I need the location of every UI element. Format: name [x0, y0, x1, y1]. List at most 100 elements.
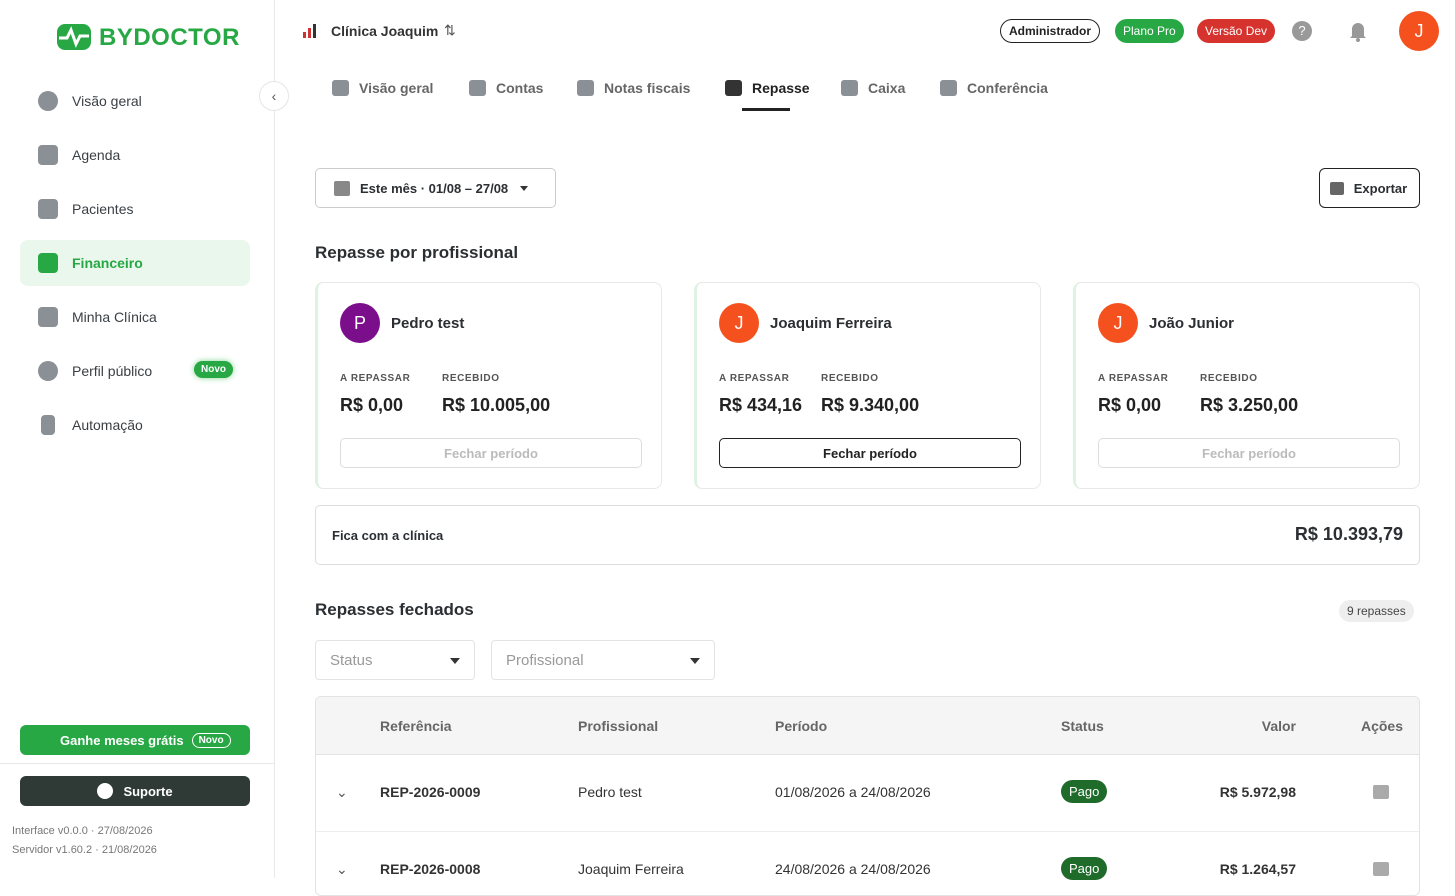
- period: 01/08/2026 a 24/08/2026: [775, 784, 931, 800]
- column-header: Ações: [1360, 718, 1403, 734]
- clinic-logo: [303, 24, 316, 38]
- tab[interactable]: Visão geral: [332, 80, 433, 96]
- whatsapp-icon: [97, 783, 114, 799]
- period-picker[interactable]: Este mês · 01/08 – 27/08: [315, 168, 556, 208]
- nav-item[interactable]: Automação: [20, 402, 250, 448]
- close-period-button[interactable]: Fechar período: [1098, 438, 1400, 468]
- collapse-button[interactable]: ‹: [259, 81, 289, 111]
- tab[interactable]: Repasse: [725, 80, 810, 96]
- logo: BYDOCTOR: [99, 24, 240, 51]
- nav-label: Automação: [72, 417, 143, 433]
- version: Interface v0.0.0 · 27/08/2026: [12, 825, 153, 837]
- version-badge: Versão Dev: [1197, 19, 1276, 43]
- nav-label: Minha Clínica: [72, 309, 157, 325]
- professional-name: João Junior: [1149, 315, 1235, 332]
- column-header: Valor: [1261, 718, 1296, 734]
- column-header: Período: [775, 718, 828, 734]
- reference: REP-2026-0009: [380, 784, 481, 800]
- support-button[interactable]: Suporte: [20, 776, 250, 806]
- tab[interactable]: Notas fiscais: [577, 80, 690, 96]
- nav-label: Perfil público: [72, 363, 153, 379]
- label: A REPASSAR: [719, 373, 790, 384]
- divider: [0, 763, 274, 764]
- caret: [520, 186, 529, 195]
- nav-item[interactable]: Perfil público Novo: [20, 348, 250, 394]
- filter-label: Profissional: [506, 651, 584, 669]
- professional-filter[interactable]: Profissional: [491, 640, 715, 680]
- tab-label: Visão geral: [359, 80, 434, 96]
- tab-label: Conferência: [967, 80, 1048, 96]
- status-filter[interactable]: Status: [315, 640, 475, 680]
- count-badge: 9 repasses: [1339, 600, 1414, 622]
- nav-item[interactable]: Financeiro: [20, 240, 250, 286]
- switch-icon[interactable]: ⇅: [444, 22, 456, 38]
- tab-label: Repasse: [752, 80, 810, 96]
- professional-card: J Joaquim Ferreira A REPASSAR RECEBIDO R…: [694, 282, 1041, 489]
- user-avatar[interactable]: J: [1399, 11, 1439, 51]
- filter-label: Status: [330, 651, 373, 669]
- status-pill: Pago: [1061, 857, 1108, 880]
- clinic-name[interactable]: Clínica Joaquim: [331, 23, 439, 39]
- download-icon[interactable]: [1373, 862, 1389, 876]
- close-period-button[interactable]: Fechar período: [340, 438, 642, 468]
- column-header: Profissional: [578, 718, 659, 734]
- sidebar: BYDOCTOR Visão geral Agenda Pacientes Fi…: [0, 0, 289, 878]
- export-button[interactable]: Exportar: [1319, 168, 1420, 208]
- logo-icon: [57, 24, 91, 50]
- period: 24/08/2026 a 24/08/2026: [775, 861, 931, 877]
- help-icon[interactable]: ?: [1292, 21, 1312, 41]
- to-pay-value: R$ 0,00: [340, 395, 404, 415]
- expand-chevron[interactable]: ⌄: [336, 784, 348, 800]
- amount: R$ 5.972,98: [1219, 784, 1296, 800]
- nav-item[interactable]: Pacientes: [20, 186, 250, 232]
- amount: R$ 1.264,57: [1219, 861, 1296, 877]
- nav-item[interactable]: Minha Clínica: [20, 294, 250, 340]
- tab[interactable]: Caixa: [841, 80, 905, 96]
- export-label: Exportar: [1353, 180, 1408, 196]
- nav-label: Visão geral: [72, 93, 142, 109]
- bell-icon[interactable]: [1348, 20, 1368, 42]
- professional: Pedro test: [578, 784, 642, 800]
- close-period-button[interactable]: Fechar período: [719, 438, 1021, 468]
- professional: Joaquim Ferreira: [578, 861, 684, 877]
- row-divider: [316, 831, 1419, 832]
- tab-label: Contas: [496, 80, 544, 96]
- tab[interactable]: Conferência: [940, 80, 1048, 96]
- tab-label: Notas fiscais: [604, 80, 691, 96]
- version: Servidor v1.60.2 · 21/08/2026: [12, 844, 157, 856]
- tab[interactable]: Contas: [469, 80, 543, 96]
- reference: REP-2026-0008: [380, 861, 481, 877]
- professional-name: Pedro test: [391, 315, 465, 332]
- section-title: Repasse por profissional: [315, 243, 519, 262]
- label: A REPASSAR: [340, 373, 411, 384]
- nav-label: Pacientes: [72, 201, 134, 217]
- professional-card: P Pedro test A REPASSAR RECEBIDO R$ 0,00…: [315, 282, 662, 489]
- clinic-share-label: Fica com a clínica: [332, 528, 444, 543]
- table: [315, 696, 1420, 896]
- promo-button[interactable]: Ganhe meses grátis Novo: [20, 725, 250, 755]
- avatar: J: [719, 303, 759, 343]
- label: RECEBIDO: [821, 373, 879, 384]
- role-badge: Administrador: [1000, 19, 1101, 43]
- received-value: R$ 10.005,00: [442, 395, 551, 415]
- to-pay-value: R$ 434,16: [719, 395, 803, 415]
- label: RECEBIDO: [1200, 373, 1258, 384]
- tab-indicator: [742, 108, 790, 111]
- avatar: J: [1098, 303, 1138, 343]
- support-label: Suporte: [123, 783, 173, 799]
- column-header: Referência: [380, 718, 452, 734]
- nav-item[interactable]: Agenda: [20, 132, 250, 178]
- download-icon[interactable]: [1373, 785, 1389, 799]
- professional-name: Joaquim Ferreira: [770, 315, 892, 332]
- clinic-share-value: R$ 10.393,79: [1294, 524, 1403, 544]
- received-value: R$ 9.340,00: [821, 395, 920, 415]
- clinic-share: Fica com a clínica R$ 10.393,79: [315, 505, 1420, 565]
- calendar-icon: [334, 181, 350, 196]
- nav-item[interactable]: Visão geral: [20, 78, 250, 124]
- new-badge: Novo: [191, 732, 231, 748]
- expand-chevron[interactable]: ⌄: [336, 861, 348, 877]
- promo-label: Ganhe meses grátis: [60, 732, 184, 748]
- tab-label: Caixa: [868, 80, 906, 96]
- export-icon: [1330, 182, 1344, 195]
